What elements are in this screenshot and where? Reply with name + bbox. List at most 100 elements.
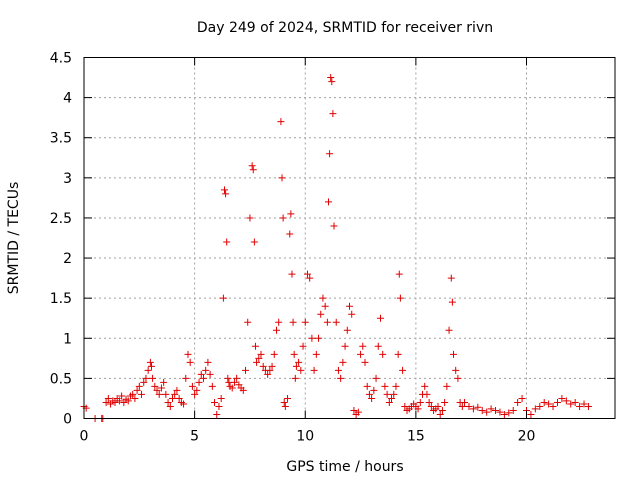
data-point: [191, 390, 199, 398]
x-axis-label: GPS time / hours: [286, 459, 403, 475]
data-point: [383, 390, 391, 398]
data-point: [230, 378, 238, 386]
data-point: [295, 358, 303, 366]
data-point: [319, 294, 327, 302]
data-point: [284, 394, 292, 402]
data-point: [315, 334, 323, 342]
data-point: [299, 342, 307, 350]
data-point: [518, 394, 526, 402]
x-tick-label: 15: [407, 429, 425, 445]
data-point: [458, 402, 466, 410]
data-point: [368, 394, 376, 402]
data-point: [249, 166, 257, 174]
data-point: [242, 366, 250, 374]
data-point: [584, 402, 592, 410]
data-point: [124, 397, 132, 405]
data-point: [390, 390, 398, 398]
y-tick-label: 1.5: [50, 291, 72, 307]
data-point: [129, 390, 137, 398]
data-point: [239, 386, 247, 394]
data-point: [357, 350, 365, 358]
data-point: [449, 350, 457, 358]
data-point: [104, 394, 112, 402]
data-point: [487, 405, 495, 413]
data-point: [329, 110, 337, 118]
data-point: [197, 370, 205, 378]
data-point: [370, 386, 378, 394]
data-point: [427, 402, 435, 410]
data-point: [118, 392, 126, 400]
data-point: [173, 386, 181, 394]
data-point: [505, 409, 513, 417]
data-point: [217, 394, 225, 402]
data-point: [211, 398, 219, 406]
axis-ticks: 0 0.5 1 1.5 2 2.5 3 3.5 4 4.5 0 5 10 15 20: [50, 51, 615, 445]
data-point: [414, 405, 422, 413]
data-point: [376, 314, 384, 322]
data-point: [341, 342, 349, 350]
data-point: [175, 394, 183, 402]
data-point: [202, 366, 210, 374]
data-point: [149, 374, 157, 382]
data-point: [204, 358, 212, 366]
y-tick-label: 0: [63, 412, 72, 428]
data-point: [381, 382, 389, 390]
data-point: [496, 408, 504, 416]
data-point: [280, 398, 288, 406]
data-point: [549, 402, 557, 410]
x-tick-label: 10: [296, 429, 314, 445]
data-point: [361, 358, 369, 366]
data-point: [469, 405, 477, 413]
x-tick-label: 5: [190, 429, 199, 445]
data-point: [184, 350, 192, 358]
data-point: [279, 214, 287, 222]
data-point: [443, 382, 451, 390]
data-point: [186, 358, 194, 366]
data-point: [567, 400, 575, 408]
data-point: [257, 350, 265, 358]
grid-lines: [84, 57, 615, 419]
y-tick-label: 3.5: [50, 131, 72, 147]
data-point: [454, 374, 462, 382]
data-point: [399, 366, 407, 374]
data-point: [264, 370, 272, 378]
data-point: [465, 402, 473, 410]
y-tick-label: 2.5: [50, 211, 72, 227]
data-point: [332, 318, 340, 326]
data-point: [248, 162, 256, 170]
data-point: [277, 118, 285, 126]
data-point: [438, 406, 446, 414]
data-point: [147, 362, 155, 370]
data-point: [301, 318, 309, 326]
data-point: [346, 302, 353, 310]
data-point: [385, 398, 393, 406]
data-point: [246, 214, 254, 222]
data-point: [144, 366, 152, 374]
data-point: [180, 400, 188, 408]
data-point: [182, 374, 190, 382]
y-tick-label: 4.5: [50, 51, 72, 67]
data-point: [334, 366, 342, 374]
data-point: [199, 374, 207, 382]
data-point: [392, 382, 400, 390]
data-point: [115, 397, 123, 405]
data-point: [514, 398, 522, 406]
data-point: [317, 310, 325, 318]
y-tick-label: 1: [63, 331, 72, 347]
data-point: [553, 398, 561, 406]
data-point: [193, 386, 201, 394]
data-point: [545, 400, 553, 408]
data-point: [436, 410, 444, 418]
data-point: [401, 402, 409, 410]
data-point: [388, 394, 396, 402]
data-point: [350, 406, 358, 414]
data-point: [290, 350, 298, 358]
data-points: [80, 74, 592, 422]
x-tick-label: 0: [80, 429, 89, 445]
data-point: [287, 210, 295, 218]
data-point: [306, 274, 314, 282]
data-point: [146, 358, 154, 366]
y-axis-label: SRMTID / TECUs: [6, 182, 22, 295]
data-point: [224, 374, 232, 382]
